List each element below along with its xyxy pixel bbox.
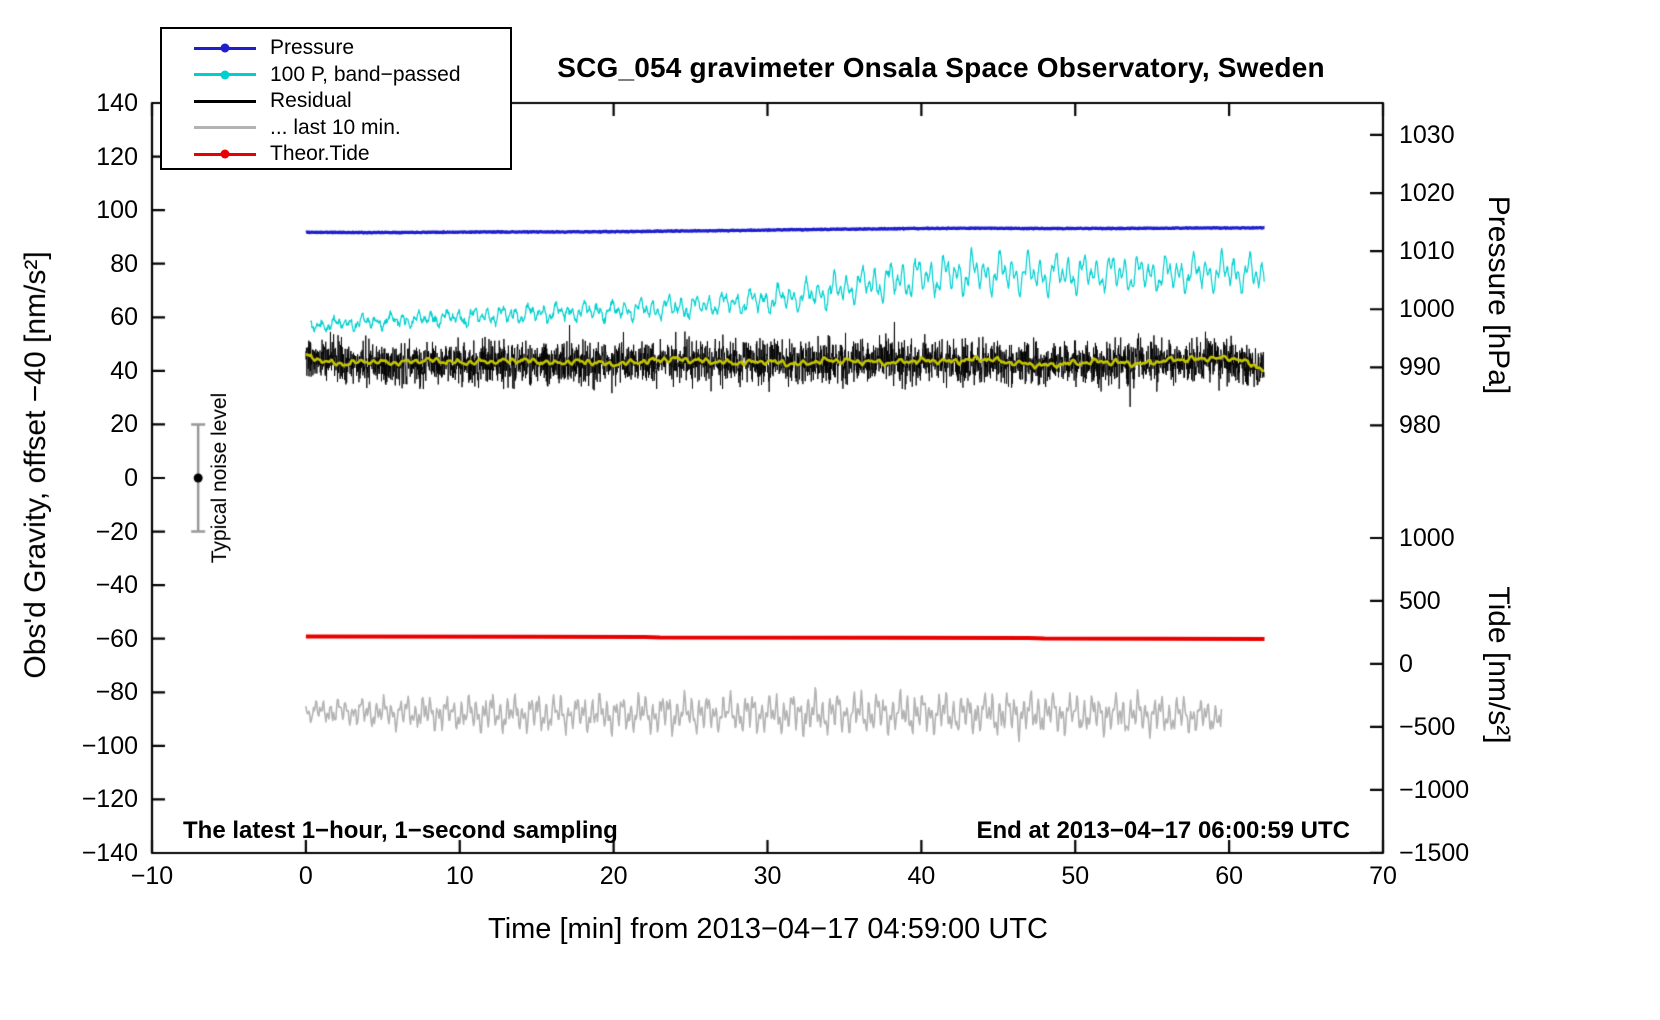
legend-item-label: Theor.Tide (270, 142, 370, 166)
legend-item: Residual (194, 88, 510, 115)
chart-title: SCG_054 gravimeter Onsala Space Observat… (557, 52, 1325, 83)
legend-item: Pressure (194, 35, 510, 62)
x-axis-label: Time [min] from 2013−04−17 04:59:00 UTC (488, 913, 1048, 945)
legend-line-sample (194, 43, 256, 53)
legend-line-sample (194, 70, 256, 80)
legend-line-sample (194, 126, 256, 130)
legend-line-sample (194, 149, 256, 159)
legend-dot (220, 70, 230, 80)
y-axis-label-tide: Tide [nm/s²] (1482, 586, 1515, 744)
y-axis-label-gravity: Obs'd Gravity, offset −40 [nm/s²] (19, 251, 52, 679)
legend-item: Theor.Tide (194, 141, 510, 168)
legend-dot (220, 149, 230, 159)
legend-item: 100 P, band−passed (194, 62, 510, 89)
legend: Pressure 100 P, band−passed Residual... la… (160, 27, 512, 170)
y-axis-label-pressure: Pressure [hPa] (1482, 195, 1515, 395)
legend-line-sample (194, 99, 256, 103)
legend-item-label: Pressure (270, 36, 355, 60)
legend-item-label: Residual (270, 89, 352, 113)
legend-item-label: 100 P, band−passed (270, 62, 461, 86)
annotation-sampling-info: The latest 1−hour, 1−second sampling (183, 817, 618, 844)
legend-item-label: ... last 10 min. (270, 115, 401, 139)
legend-dot (220, 43, 230, 53)
noise-level-label: Typical noise level (208, 392, 231, 564)
legend-item: ... last 10 min. (194, 115, 510, 142)
annotation-end-time: End at 2013−04−17 06:00:59 UTC (976, 817, 1350, 844)
